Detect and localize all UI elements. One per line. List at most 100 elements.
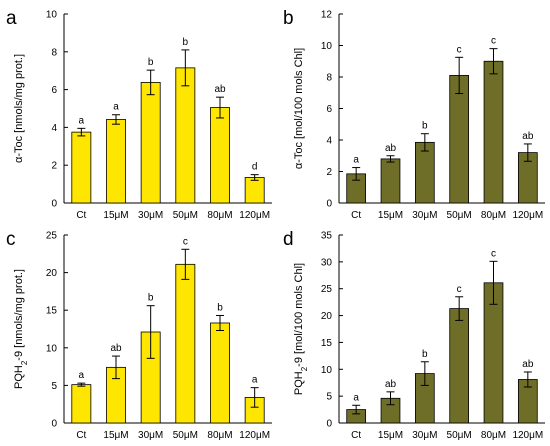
y-axis-label: α-Toc [mol/100 mols Chl] bbox=[293, 48, 305, 169]
y-tick-label: 15 bbox=[46, 306, 58, 317]
category-label: Ct bbox=[76, 210, 86, 221]
category-label: Ct bbox=[351, 210, 361, 221]
y-tick-label: 25 bbox=[46, 231, 58, 242]
y-axis-label: PQH2-9 [mol/100 mols Chl] bbox=[293, 263, 309, 395]
y-tick-label: 20 bbox=[46, 268, 58, 279]
category-label: 120μM bbox=[512, 430, 543, 441]
panel-letter-a: a bbox=[6, 8, 17, 29]
category-label: 50μM bbox=[447, 430, 472, 441]
category-label: 15μM bbox=[378, 430, 403, 441]
significance-label: c bbox=[491, 248, 496, 259]
significance-label: ab bbox=[110, 343, 122, 354]
category-label: 80μM bbox=[207, 210, 232, 221]
y-tick-label: 2 bbox=[326, 167, 332, 178]
significance-label: ab bbox=[214, 84, 226, 95]
significance-label: a bbox=[353, 155, 359, 166]
significance-label: b bbox=[183, 37, 189, 48]
category-label: 15μM bbox=[103, 430, 128, 441]
category-label: 80μM bbox=[207, 430, 232, 441]
category-label: 30μM bbox=[412, 210, 437, 221]
y-tick-label: 12 bbox=[321, 10, 333, 21]
category-label: 120μM bbox=[239, 430, 270, 441]
significance-label: b bbox=[148, 57, 154, 68]
bar-80μM bbox=[210, 322, 230, 424]
significance-label: c bbox=[183, 236, 188, 247]
significance-label: a bbox=[79, 370, 85, 381]
significance-label: ab bbox=[522, 359, 534, 370]
significance-label: ab bbox=[385, 143, 397, 154]
significance-label: c bbox=[457, 284, 462, 295]
bar-80μM bbox=[483, 60, 504, 204]
significance-label: a bbox=[252, 375, 258, 386]
y-tick-label: 5 bbox=[51, 381, 57, 392]
chart-panel-a: a 0 2 4 6 8 10 α-Toc [nmols/mg prot.] a Ct a 15μM b 3… bbox=[6, 8, 272, 221]
bar-Ct bbox=[71, 131, 92, 204]
panel-letter-c: c bbox=[6, 229, 16, 250]
category-label: 50μM bbox=[173, 210, 198, 221]
category-label: 30μM bbox=[138, 210, 163, 221]
y-tick-label: 10 bbox=[46, 343, 58, 354]
bar-50μM bbox=[175, 263, 196, 424]
panel-letter-d: d bbox=[283, 229, 294, 250]
panel-letter-b: b bbox=[283, 8, 294, 29]
bar-15μM bbox=[106, 119, 126, 204]
y-tick-label: 15 bbox=[321, 338, 333, 349]
bar-50μM bbox=[449, 308, 470, 424]
significance-label: a bbox=[113, 102, 119, 113]
significance-label: b bbox=[422, 349, 428, 360]
y-tick-label: 5 bbox=[326, 392, 332, 403]
y-axis-label: α-Toc [nmols/mg prot.] bbox=[13, 54, 25, 163]
bar-80μM bbox=[210, 107, 230, 204]
bar-15μM bbox=[380, 158, 401, 204]
y-tick-label: 4 bbox=[326, 136, 332, 147]
category-label: 80μM bbox=[481, 210, 506, 221]
significance-label: c bbox=[457, 44, 462, 55]
y-tick-label: 35 bbox=[321, 231, 333, 242]
y-tick-label: 0 bbox=[326, 199, 332, 210]
significance-label: ab bbox=[522, 131, 534, 142]
y-axis-label: PQH2-9 [nmols/mg prot.] bbox=[13, 269, 29, 389]
significance-label: c bbox=[491, 36, 496, 47]
bar-50μM bbox=[449, 75, 470, 204]
chart-panel-d: d 0 5 10 15 20 25 30 35 PQH2-9 [mol/100 mols Chl]… bbox=[283, 229, 545, 441]
bar-Ct bbox=[71, 384, 92, 424]
y-tick-label: 0 bbox=[51, 199, 57, 210]
category-label: 15μM bbox=[103, 210, 128, 221]
significance-label: a bbox=[353, 392, 359, 403]
y-tick-label: 8 bbox=[326, 73, 332, 84]
category-label: Ct bbox=[76, 430, 86, 441]
y-tick-label: 0 bbox=[51, 419, 57, 430]
y-tick-label: 10 bbox=[321, 41, 333, 52]
chart-panel-b: b 0 2 4 6 8 10 12 α-Toc [mol/100 mols Chl] a Ct ab 1… bbox=[283, 8, 545, 221]
y-tick-label: 0 bbox=[326, 419, 332, 430]
category-label: 120μM bbox=[512, 210, 543, 221]
y-tick-label: 2 bbox=[51, 161, 57, 172]
significance-label: a bbox=[79, 115, 85, 126]
bar-30μM bbox=[140, 82, 161, 204]
significance-label: ab bbox=[385, 379, 397, 390]
significance-label: b bbox=[148, 293, 154, 304]
y-tick-label: 6 bbox=[326, 104, 332, 115]
y-tick-label: 8 bbox=[51, 47, 57, 58]
category-label: 50μM bbox=[447, 210, 472, 221]
category-label: 30μM bbox=[412, 430, 437, 441]
category-label: Ct bbox=[351, 430, 361, 441]
y-tick-label: 10 bbox=[46, 10, 58, 21]
y-tick-label: 20 bbox=[321, 311, 333, 322]
category-label: 120μM bbox=[239, 210, 270, 221]
significance-label: b bbox=[422, 121, 428, 132]
y-tick-label: 25 bbox=[321, 284, 333, 295]
y-tick-label: 4 bbox=[51, 123, 57, 134]
category-label: 30μM bbox=[138, 430, 163, 441]
category-label: 50μM bbox=[173, 430, 198, 441]
y-tick-label: 6 bbox=[51, 85, 57, 96]
category-label: 80μM bbox=[481, 430, 506, 441]
y-tick-label: 10 bbox=[321, 365, 333, 376]
significance-label: d bbox=[252, 162, 258, 173]
significance-label: b bbox=[217, 302, 223, 313]
category-label: 15μM bbox=[378, 210, 403, 221]
y-tick-label: 30 bbox=[321, 257, 333, 268]
bar-50μM bbox=[175, 67, 196, 204]
